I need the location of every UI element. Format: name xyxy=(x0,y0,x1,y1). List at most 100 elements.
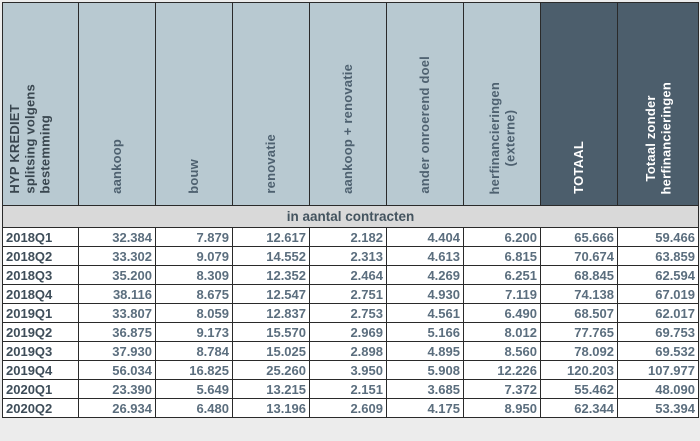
table-row: 2019Q1 33.807 8.059 12.837 2.753 4.561 6.490 68… xyxy=(2,303,699,323)
value-cell: 7.372 xyxy=(463,379,541,399)
value-cell: 63.859 xyxy=(617,246,699,266)
value-cell: 23.390 xyxy=(78,379,156,399)
value-cell: 3.685 xyxy=(386,379,464,399)
hyp-krediet-table: HYP KREDIET splitsing volgens bestemming… xyxy=(2,2,699,418)
column-header-label: bouw xyxy=(186,159,202,194)
value-cell: 65.666 xyxy=(540,227,618,247)
value-cell: 8.950 xyxy=(463,398,541,418)
corner-header-cell: HYP KREDIET splitsing volgens bestemming xyxy=(2,2,79,206)
row-period-label: 2018Q4 xyxy=(2,284,79,304)
value-cell: 5.649 xyxy=(155,379,233,399)
value-cell: 77.765 xyxy=(540,322,618,342)
value-cell: 2.969 xyxy=(309,322,387,342)
row-period-label: 2019Q1 xyxy=(2,303,79,323)
table-body: 2018Q1 32.384 7.879 12.617 2.182 4.404 6.200 65… xyxy=(2,227,699,418)
value-cell: 120.203 xyxy=(540,360,618,380)
value-cell: 56.034 xyxy=(78,360,156,380)
row-period-label: 2019Q2 xyxy=(2,322,79,342)
value-cell: 13.215 xyxy=(232,379,310,399)
value-cell: 2.753 xyxy=(309,303,387,323)
value-cell: 48.090 xyxy=(617,379,699,399)
value-cell: 6.490 xyxy=(463,303,541,323)
value-cell: 33.807 xyxy=(78,303,156,323)
value-cell: 4.175 xyxy=(386,398,464,418)
value-cell: 12.837 xyxy=(232,303,310,323)
value-cell: 8.012 xyxy=(463,322,541,342)
value-cell: 2.151 xyxy=(309,379,387,399)
value-cell: 5.908 xyxy=(386,360,464,380)
value-cell: 69.532 xyxy=(617,341,699,361)
value-cell: 4.561 xyxy=(386,303,464,323)
value-cell: 3.950 xyxy=(309,360,387,380)
value-cell: 68.507 xyxy=(540,303,618,323)
value-cell: 8.309 xyxy=(155,265,233,285)
row-period-label: 2019Q4 xyxy=(2,360,79,380)
value-cell: 2.898 xyxy=(309,341,387,361)
value-cell: 2.609 xyxy=(309,398,387,418)
value-cell: 59.466 xyxy=(617,227,699,247)
value-cell: 6.815 xyxy=(463,246,541,266)
value-cell: 16.825 xyxy=(155,360,233,380)
row-period-label: 2020Q2 xyxy=(2,398,79,418)
column-header-cell: Totaal zonder herfinancieringen xyxy=(617,2,699,206)
table-row: 2018Q1 32.384 7.879 12.617 2.182 4.404 6.200 65… xyxy=(2,227,699,247)
value-cell: 37.930 xyxy=(78,341,156,361)
row-period-label: 2020Q1 xyxy=(2,379,79,399)
corner-header-label: HYP KREDIET splitsing volgens bestemming xyxy=(7,84,53,194)
value-cell: 12.226 xyxy=(463,360,541,380)
table-row: 2018Q3 35.200 8.309 12.352 2.464 4.269 6.251 68… xyxy=(2,265,699,285)
value-cell: 15.570 xyxy=(232,322,310,342)
value-cell: 8.560 xyxy=(463,341,541,361)
value-cell: 7.119 xyxy=(463,284,541,304)
column-header-cell: ander onroerend doel xyxy=(386,2,464,206)
column-header-cell: renovatie xyxy=(232,2,310,206)
value-cell: 2.464 xyxy=(309,265,387,285)
value-cell: 68.845 xyxy=(540,265,618,285)
value-cell: 8.059 xyxy=(155,303,233,323)
value-cell: 5.166 xyxy=(386,322,464,342)
table-row: 2020Q1 23.390 5.649 13.215 2.151 3.685 7.372 55… xyxy=(2,379,699,399)
column-header-label: Totaal zonder herfinancieringen xyxy=(642,81,673,194)
value-cell: 78.092 xyxy=(540,341,618,361)
value-cell: 4.613 xyxy=(386,246,464,266)
value-cell: 107.977 xyxy=(617,360,699,380)
value-cell: 6.480 xyxy=(155,398,233,418)
table-row: 2020Q2 26.934 6.480 13.196 2.609 4.175 8.950 62… xyxy=(2,398,699,418)
value-cell: 2.751 xyxy=(309,284,387,304)
value-cell: 4.930 xyxy=(386,284,464,304)
table-row: 2019Q2 36.875 9.173 15.570 2.969 5.166 8.012 77… xyxy=(2,322,699,342)
value-cell: 4.895 xyxy=(386,341,464,361)
column-header-cell: herfinancieringen (externe) xyxy=(463,2,541,206)
value-cell: 35.200 xyxy=(78,265,156,285)
value-cell: 14.552 xyxy=(232,246,310,266)
header-row: HYP KREDIET splitsing volgens bestemming… xyxy=(2,2,699,206)
table-frame: HYP KREDIET splitsing volgens bestemming… xyxy=(2,2,699,418)
value-cell: 62.594 xyxy=(617,265,699,285)
column-header-label: renovatie xyxy=(263,134,279,194)
column-header-label: ander onroerend doel xyxy=(417,56,433,194)
value-cell: 62.017 xyxy=(617,303,699,323)
column-header-cell: TOTAAL xyxy=(540,2,618,206)
value-cell: 9.079 xyxy=(155,246,233,266)
value-cell: 8.675 xyxy=(155,284,233,304)
value-cell: 6.200 xyxy=(463,227,541,247)
column-header-label: TOTAAL xyxy=(571,141,587,194)
value-cell: 15.025 xyxy=(232,341,310,361)
value-cell: 9.173 xyxy=(155,322,233,342)
value-cell: 62.344 xyxy=(540,398,618,418)
column-header-label: aankoop + renovatie xyxy=(340,64,356,194)
table-row: 2018Q2 33.302 9.079 14.552 2.313 4.613 6.815 70… xyxy=(2,246,699,266)
value-cell: 2.182 xyxy=(309,227,387,247)
table-row: 2018Q4 38.116 8.675 12.547 2.751 4.930 7.119 74… xyxy=(2,284,699,304)
table-row: 2019Q3 37.930 8.784 15.025 2.898 4.895 8.560 78… xyxy=(2,341,699,361)
unit-subheader-label: in aantal contracten xyxy=(2,205,699,228)
value-cell: 12.617 xyxy=(232,227,310,247)
value-cell: 6.251 xyxy=(463,265,541,285)
value-cell: 55.462 xyxy=(540,379,618,399)
row-period-label: 2019Q3 xyxy=(2,341,79,361)
value-cell: 4.404 xyxy=(386,227,464,247)
row-period-label: 2018Q2 xyxy=(2,246,79,266)
value-cell: 33.302 xyxy=(78,246,156,266)
value-cell: 4.269 xyxy=(386,265,464,285)
value-cell: 12.352 xyxy=(232,265,310,285)
